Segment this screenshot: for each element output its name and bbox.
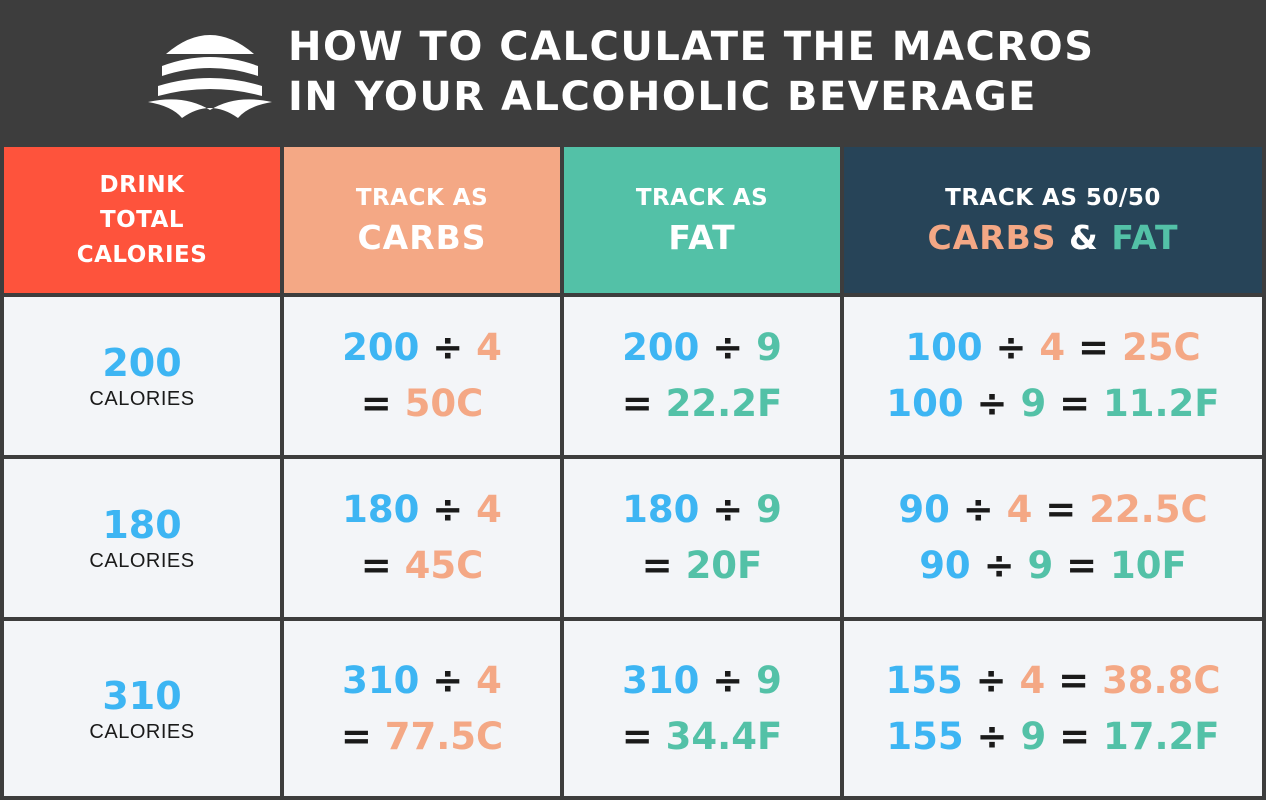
split-calc-cell: 90 ÷ 4 = 22.5C 90 ÷ 9 = 10F [844,459,1262,617]
header-carbs-word: CARBS [927,217,1057,257]
header-ampersand: & [1069,217,1099,257]
carbs-division: 310 ÷ 4 [342,658,502,702]
fat-result: = 22.2F [621,382,783,425]
header-text: CALORIES [76,241,208,268]
fat-calc-cell: 200 ÷ 9 = 22.2F [564,297,840,455]
calories-label: CALORIES [89,720,195,743]
header-text: DRINK [99,171,185,198]
split-carbs-equation: 100 ÷ 4 = 25C [905,326,1201,369]
fat-calc-cell: 310 ÷ 9 = 34.4F [564,621,840,796]
calories-label: CALORIES [89,550,195,572]
carbs-calc-cell: 180 ÷ 4 = 45C [284,459,560,617]
calories-cell: 180 CALORIES [4,459,280,617]
carbs-result: = 50C [360,382,484,425]
calories-cell: 200 CALORIES [4,297,280,455]
carbs-result: = 45C [360,544,484,587]
column-header-carbs: TRACK AS CARBS [284,147,560,293]
split-calc-cell: 100 ÷ 4 = 25C 100 ÷ 9 = 11.2F [844,297,1262,455]
header-small-text: TRACK AS [635,184,769,211]
header-big-text: FAT [668,217,736,257]
header-big-text: CARBS & FAT [927,216,1178,260]
split-fat-equation: 100 ÷ 9 = 11.2F [886,382,1220,425]
header-fat-word: FAT [1111,217,1179,257]
calories-cell: 310 CALORIES [4,621,280,796]
split-carbs-equation: 90 ÷ 4 = 22.5C [898,488,1208,531]
calories-value: 180 [102,503,182,547]
title-line-1: HOW TO CALCULATE THE MACROS [288,24,1095,70]
column-header-fat: TRACK AS FAT [564,147,840,293]
header-text: TOTAL [99,206,185,233]
column-header-drink-calories: DRINK TOTAL CALORIES [4,147,280,293]
split-fat-equation: 155 ÷ 9 = 17.2F [886,714,1220,758]
fat-result: = 20F [641,544,763,587]
split-calc-cell: 155 ÷ 4 = 38.8C 155 ÷ 9 = 17.2F [844,621,1262,796]
calories-label: CALORIES [89,388,195,410]
header-big-text: CARBS [357,217,487,257]
fat-calc-cell: 180 ÷ 9 = 20F [564,459,840,617]
calories-value: 310 [102,673,182,718]
page-title: HOW TO CALCULATE THE MACROS IN YOUR ALCO… [288,22,1095,122]
header-small-text: TRACK AS 50/50 [945,184,1161,211]
carbs-result: = 77.5C [340,714,504,758]
split-carbs-equation: 155 ÷ 4 = 38.8C [885,658,1221,702]
calories-value: 200 [102,341,182,385]
fat-division: 310 ÷ 9 [622,658,782,702]
carbs-calc-cell: 310 ÷ 4 = 77.5C [284,621,560,796]
fat-division: 180 ÷ 9 [622,488,782,531]
header: HOW TO CALCULATE THE MACROS IN YOUR ALCO… [0,0,1266,143]
split-fat-equation: 90 ÷ 9 = 10F [919,544,1187,587]
carbs-division: 200 ÷ 4 [342,326,502,369]
column-header-carbs-and-fat: TRACK AS 50/50 CARBS & FAT [844,147,1262,293]
fat-division: 200 ÷ 9 [622,326,782,369]
fat-result: = 34.4F [621,714,783,758]
carbs-calc-cell: 200 ÷ 4 = 50C [284,297,560,455]
carbs-division: 180 ÷ 4 [342,488,502,531]
dome-logo-icon [148,35,272,118]
title-line-2: IN YOUR ALCOHOLIC BEVERAGE [288,74,1037,120]
header-small-text: TRACK AS [355,184,489,211]
